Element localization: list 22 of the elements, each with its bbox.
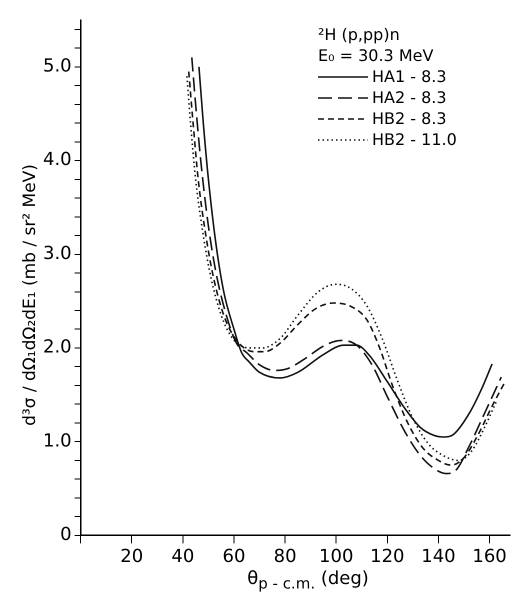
x-tick-label: 20 [120,546,144,567]
x-tick-label: 80 [274,546,297,567]
annotation: E₀ = 30.3 MeV [318,45,434,66]
x-tick-label: 120 [370,546,404,567]
legend-label: HA1 - 8.3 [372,66,447,87]
legend-label: HB2 - 8.3 [372,108,447,129]
y-tick-label: 2.0 [42,336,72,358]
x-tick-label: 60 [222,546,246,567]
legend-label: HA2 - 8.3 [372,87,447,108]
x-axis-title: θ$_{p - c.m.}$ (deg) [246,568,370,593]
y-tick-label: 0 [60,524,72,546]
x-tick-label: 160 [472,546,507,567]
legend-title: ²H (p,pp)n [318,24,401,45]
x-tick-label: 140 [421,546,456,567]
y-tick-label: 3.0 [42,242,72,264]
y-tick-label: 4.0 [42,149,72,170]
x-tick-label: 100 [319,546,354,567]
y-axis-title: d³σ / dΩ₁dΩ₂dE₁ (mb / sr² MeV) [20,163,40,428]
y-tick-label: 5.0 [42,56,72,77]
x-tick-label: 40 [171,546,194,567]
legend-label: HB2 - 11.0 [372,129,457,150]
y-tick-label: 1.0 [42,430,72,452]
